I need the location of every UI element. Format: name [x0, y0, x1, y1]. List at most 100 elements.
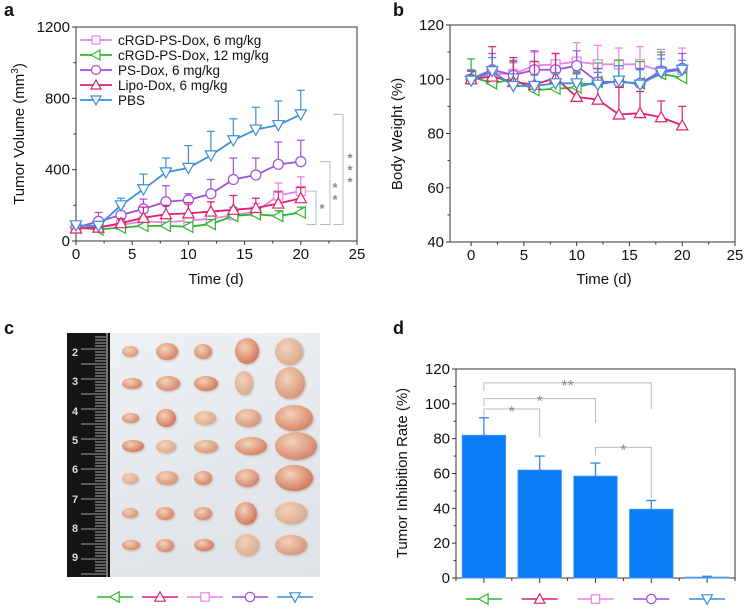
series-psdox [70, 139, 307, 234]
x-tick-label: 5 [128, 246, 136, 263]
y-tick-label: 60 [433, 466, 450, 483]
data-point [654, 110, 668, 123]
data-point [69, 220, 83, 233]
data-point [205, 188, 217, 200]
data-point [159, 207, 173, 220]
tumor-sample [122, 472, 138, 484]
ruler: 2 3 4 5 6 7 8 9 [67, 333, 110, 577]
significance-label: ** [561, 378, 573, 395]
tumor-sample [194, 411, 216, 425]
data-point [136, 184, 151, 197]
significance-label: * [347, 174, 353, 189]
significance-label: * [332, 180, 338, 195]
tumor-sample [156, 409, 176, 427]
data-point [271, 196, 285, 209]
series-lipo [69, 186, 308, 234]
panel-label-d: d [393, 318, 404, 338]
x-tick-label: 10 [568, 247, 585, 264]
y-tick-label: 1200 [37, 19, 70, 36]
photo-legend-marker [288, 592, 302, 604]
y-tick-label: 100 [425, 396, 450, 413]
tumor-sample [156, 471, 178, 485]
significance-bracket [595, 446, 652, 498]
y-tick-label: 120 [425, 361, 450, 378]
tumor-sample [275, 535, 307, 555]
tumor-sample [194, 471, 212, 485]
data-point [506, 80, 520, 93]
data-point [181, 220, 194, 234]
significance-bracket [483, 382, 652, 410]
panel-label-b: b [393, 0, 404, 20]
y-axis-label-d: Tumor Inhibition Rate (%) [394, 388, 411, 558]
data-point [485, 66, 499, 78]
significance-label: * [509, 404, 515, 421]
category-legend-marker [645, 593, 657, 605]
category-legend-marker [533, 592, 546, 604]
y-tick-label: 120 [419, 17, 444, 34]
y-axis-label-a: Tumor Volume (mm3) [10, 63, 28, 205]
bar [573, 475, 618, 579]
tumor-sample [122, 345, 138, 357]
tumor-sample [194, 506, 212, 520]
data-point [570, 78, 584, 91]
bar [629, 508, 674, 579]
y-tick-label: 100 [419, 71, 444, 88]
series-pbs [464, 56, 689, 93]
tumor-sample [235, 469, 259, 487]
tumor-sample [235, 409, 261, 427]
x-tick-label: 25 [349, 246, 366, 263]
x-tick-label: 10 [180, 246, 197, 263]
data-point [675, 64, 689, 77]
tumor-volume-chart: 0 5 10 15 20 25 0 400 800 1200 cRGD-PS-Dox, 6 mg/… [10, 19, 366, 288]
tumor-sample [235, 371, 253, 395]
ruler-label: 3 [72, 376, 79, 389]
data-point [249, 124, 263, 137]
data-point [293, 205, 306, 220]
ruler-label: 5 [72, 434, 79, 447]
data-point [204, 217, 216, 231]
tumor-sample [122, 440, 144, 452]
ruler-label: 4 [72, 405, 79, 418]
data-point [272, 158, 284, 170]
tumor-sample [194, 439, 218, 453]
legend-marker [89, 95, 103, 107]
data-point [654, 67, 668, 80]
tumor-sample [275, 502, 307, 524]
tumor-sample [235, 437, 267, 455]
photo-legend-marker [153, 590, 167, 602]
data-point [464, 75, 478, 88]
tumor-sample [235, 338, 259, 364]
legend-marker [89, 48, 101, 62]
ruler-label: 7 [72, 493, 79, 506]
data-point [633, 79, 647, 92]
data-point [91, 220, 106, 233]
panel-label-a: a [4, 0, 15, 20]
significance-bracket [483, 408, 541, 437]
tumor-sample [275, 405, 313, 431]
photo-legend [97, 590, 313, 604]
data-point [181, 162, 196, 175]
data-point [226, 135, 241, 148]
data-point [271, 119, 285, 132]
body-weight-chart: 0 5 10 15 20 25 40 60 80 100 120 Time (d) Body Wei… [389, 17, 743, 288]
tumor-sample [156, 538, 174, 552]
ruler-label: 8 [72, 522, 79, 535]
y-tick-label: 80 [427, 126, 444, 143]
legend-label: cRGD-PS-Dox, 6 mg/kg [118, 33, 261, 48]
photo-legend-marker [200, 592, 210, 602]
y-tick-label: 60 [427, 180, 444, 197]
data-point [591, 92, 605, 105]
data-point [295, 156, 307, 168]
tumor-sample [156, 375, 180, 391]
significance-bracket [320, 161, 331, 225]
tumor-photo: 2 3 4 5 6 7 8 9 [67, 333, 320, 577]
legend-label: Lipo-Dox, 6 mg/kg [118, 78, 228, 93]
significance-label: * [332, 192, 338, 207]
tumor-sample [122, 540, 140, 550]
panel-label-c: c [4, 318, 15, 338]
x-tick-label: 5 [520, 247, 528, 264]
data-point [250, 169, 262, 181]
legend-marker [89, 78, 103, 90]
data-point [204, 150, 218, 163]
